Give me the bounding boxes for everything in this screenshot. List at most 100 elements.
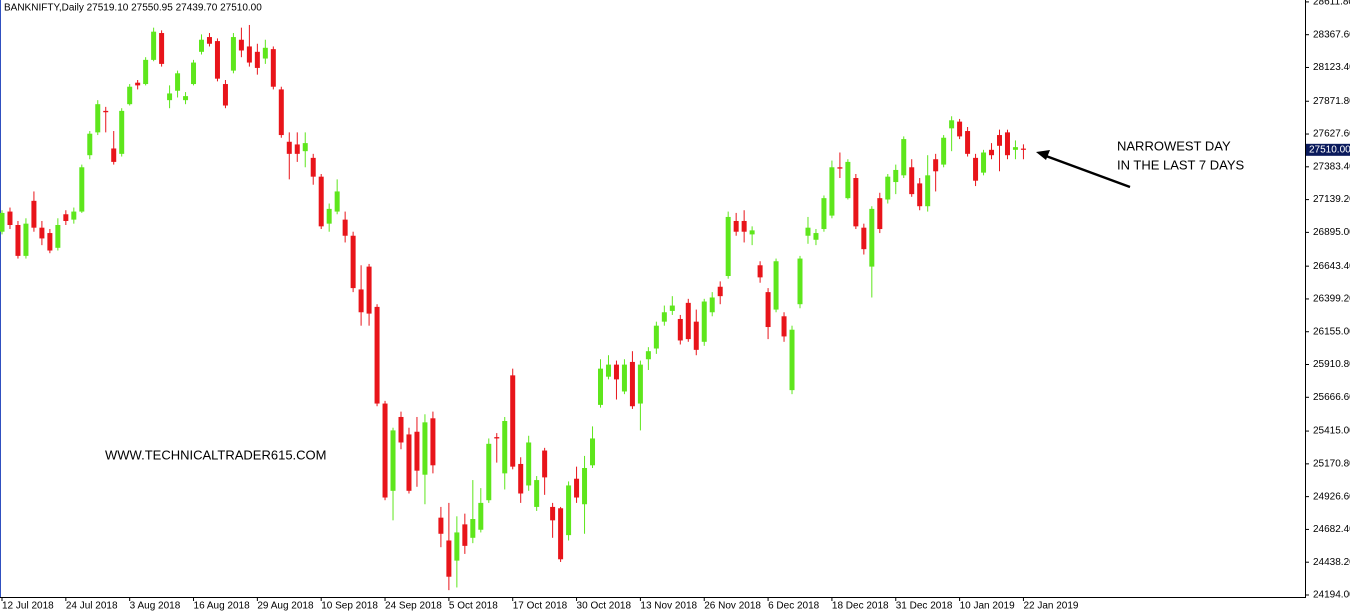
candle-body [414,431,420,471]
y-tick-label: 27139.20 [1313,194,1350,205]
candle-body [893,169,899,183]
y-tick-label: 28367.60 [1313,29,1350,40]
x-tick-label: 16 Aug 2018 [194,601,251,612]
y-tick-label: 26895.00 [1313,227,1350,238]
candle-body [358,289,364,313]
candle-body [246,46,252,63]
candle-body [733,220,739,232]
candle-body [318,176,324,227]
candle-body [135,82,141,86]
annotation: IN THE LAST 7 DAYS [1117,157,1244,172]
candle-body [789,329,795,391]
candle-body [885,176,891,200]
candle-body [797,258,803,305]
candle-body [382,403,388,498]
candle-body [981,152,987,173]
candle-body [749,230,755,235]
candle-body [342,219,348,236]
candle-body [861,227,867,250]
candle-body [661,312,667,322]
candle-body [111,148,117,162]
candle-body [55,224,61,248]
candle-body [1004,132,1010,156]
candle-body [15,224,21,256]
candle-body [941,137,947,165]
candle-body [701,301,707,342]
candle-body [781,316,787,337]
candle-body [63,214,69,221]
candle-body [765,292,771,328]
x-tick-label: 17 Oct 2018 [513,601,568,612]
candle-body [23,223,29,256]
x-tick-label: 6 Dec 2018 [768,601,820,612]
candle-body [574,478,580,498]
candle-body [582,467,588,505]
candle-body [542,450,548,478]
candle-body [262,47,268,59]
arrow-head [1036,150,1050,160]
candle-body [901,139,907,176]
candle-body [406,434,412,491]
candle-body [518,463,524,494]
candle-body [925,175,931,207]
candle-body [773,261,779,310]
candle-body [837,167,843,169]
candle-body [1012,147,1018,150]
candle-body [1020,148,1026,150]
candle-body [334,191,340,212]
candle-body [590,438,596,466]
candle-body [462,524,468,546]
candle-body [677,318,683,341]
candle-body [813,233,819,240]
candle-body [693,321,699,350]
candle-body [550,506,556,521]
candle-body [605,364,611,377]
candle-body [645,351,651,360]
candle-body [254,51,260,68]
candle-body [47,233,53,251]
candle-body [127,86,133,105]
candle-body [87,133,93,156]
candle-body [909,167,915,195]
candle-body [199,39,204,52]
x-tick-label: 22 Jan 2019 [1023,601,1078,612]
candle-body [438,517,444,534]
x-tick-label: 3 Aug 2018 [130,601,181,612]
y-tick-label: 27627.60 [1313,129,1350,140]
annotation: NARROWEST DAY [1117,138,1231,153]
candle-body [494,437,500,439]
candle-body [286,141,292,154]
candle-body [470,519,476,538]
candle-body [326,208,332,224]
candle-body [95,104,101,133]
y-tick-label: 25170.80 [1313,458,1350,469]
candle-body [877,198,883,230]
candle-body [302,143,308,152]
candle-body [653,325,659,349]
candle-body [917,183,923,207]
y-tick-label: 26155.00 [1313,326,1350,337]
candle-body [973,157,979,181]
candle-body [685,302,691,340]
y-tick-label: 26399.20 [1313,294,1350,305]
candle-body [534,480,540,507]
y-tick-label: 24682.40 [1313,524,1350,535]
candle-body [270,49,276,87]
x-tick-label: 12 Jul 2018 [2,601,54,612]
y-tick-label: 26643.40 [1313,261,1350,272]
x-tick-label: 30 Oct 2018 [577,601,632,612]
candle-body [214,41,220,79]
candle-body [230,37,236,71]
candle-body [486,443,492,501]
candle-body [366,266,372,314]
candle-body [294,144,300,154]
y-tick-label: 25415.00 [1313,426,1350,437]
candle-body [238,39,244,51]
x-tick-label: 10 Sep 2018 [321,601,378,612]
y-tick-label: 28611.80 [1313,0,1350,8]
candle-body [31,200,37,228]
candle-body [669,305,675,311]
x-tick-label: 31 Dec 2018 [896,601,953,612]
candle-body [310,157,316,177]
